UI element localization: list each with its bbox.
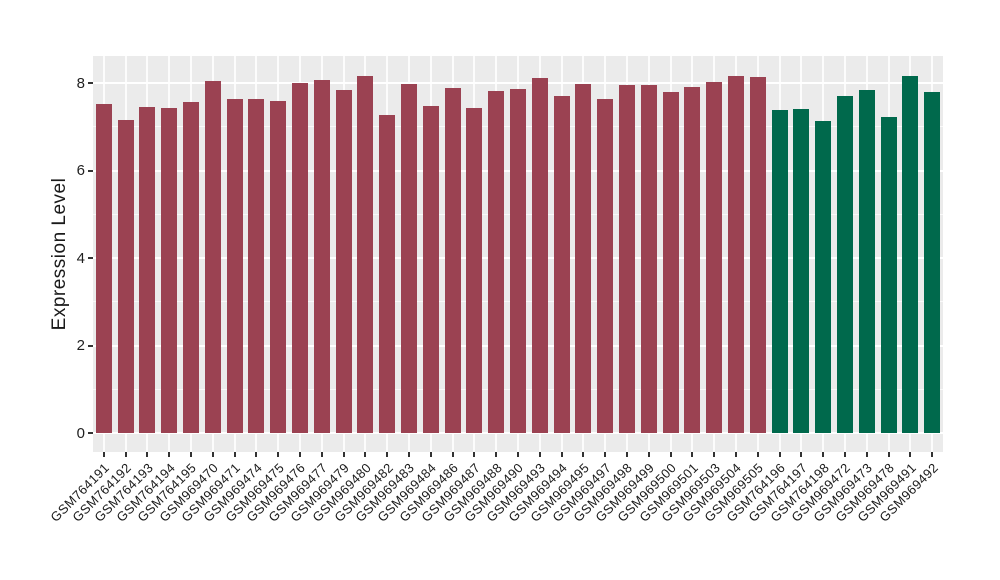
plot-panel [93,56,943,452]
x-tick-mark [386,452,389,457]
bar [880,117,897,433]
x-tick-mark [887,452,890,457]
bar [183,102,200,433]
x-tick-mark [756,452,759,457]
bar [662,91,679,433]
bar [466,108,483,433]
bar [510,88,526,433]
x-tick-mark [538,452,541,457]
y-tick-mark [88,169,93,172]
bar [902,76,919,433]
x-tick-mark [778,452,781,457]
bar [95,103,112,433]
x-tick-mark [320,452,323,457]
bar [531,78,548,433]
y-tick-label: 2 [76,337,85,354]
bar [858,90,875,433]
x-tick-mark [364,452,367,457]
bar [815,120,832,433]
y-tick-label: 8 [76,74,85,92]
bar [640,85,657,433]
x-tick-mark [102,452,105,457]
bar [270,100,287,433]
bar [924,92,941,433]
y-tick-mark [88,432,93,434]
bar [597,98,614,433]
bar [161,108,178,433]
x-tick-mark [843,452,846,457]
x-tick-mark [713,452,716,457]
x-tick-mark [865,452,868,457]
bar [575,84,592,433]
x-tick-mark [168,452,171,457]
bar [248,99,265,433]
bar [444,88,461,433]
x-tick-mark [429,452,432,457]
y-tick-mark [88,344,93,347]
bar [706,82,723,433]
bar [422,106,439,433]
x-tick-mark [299,452,302,457]
x-tick-mark [233,452,236,457]
x-tick-mark [473,452,476,457]
y-tick-label: 0 [76,424,85,442]
x-tick-mark [146,452,149,457]
x-tick-mark [691,452,694,457]
x-tick-mark [255,452,258,457]
x-tick-mark [669,452,672,457]
x-tick-mark [211,452,214,457]
bar [139,107,156,433]
x-tick-mark [342,452,345,457]
bar [793,109,810,433]
bar [226,99,243,433]
bar [771,110,788,433]
x-tick-mark [931,452,934,457]
bar [401,83,418,433]
x-tick-mark [647,452,650,457]
bar [553,96,570,433]
bar [335,90,352,433]
x-tick-mark [625,452,628,457]
x-tick-mark [190,452,193,457]
x-tick-mark [277,452,280,457]
bar [292,83,309,433]
x-tick-mark [560,452,563,457]
bar [379,114,396,433]
bar [727,75,744,433]
x-tick-mark [124,452,127,457]
bar [204,80,221,433]
y-tick-label: 6 [76,162,85,179]
x-tick-mark [517,452,519,457]
y-tick-label: 4 [76,249,85,267]
x-tick-mark [582,452,585,457]
bar [117,119,134,433]
x-tick-mark [734,452,737,457]
bar [684,86,701,433]
bar [749,77,766,433]
bar [836,96,853,433]
bar [357,76,374,433]
x-tick-mark [408,452,411,457]
bar [488,90,505,433]
x-tick-mark [909,452,912,457]
bar [618,85,635,433]
x-tick-mark [822,452,825,457]
y-tick-mark [88,82,93,84]
x-tick-mark [800,452,803,457]
y-tick-mark [88,257,93,259]
x-tick-mark [495,452,498,457]
bar [313,79,330,433]
x-tick-mark [451,452,454,457]
x-tick-mark [604,452,607,457]
